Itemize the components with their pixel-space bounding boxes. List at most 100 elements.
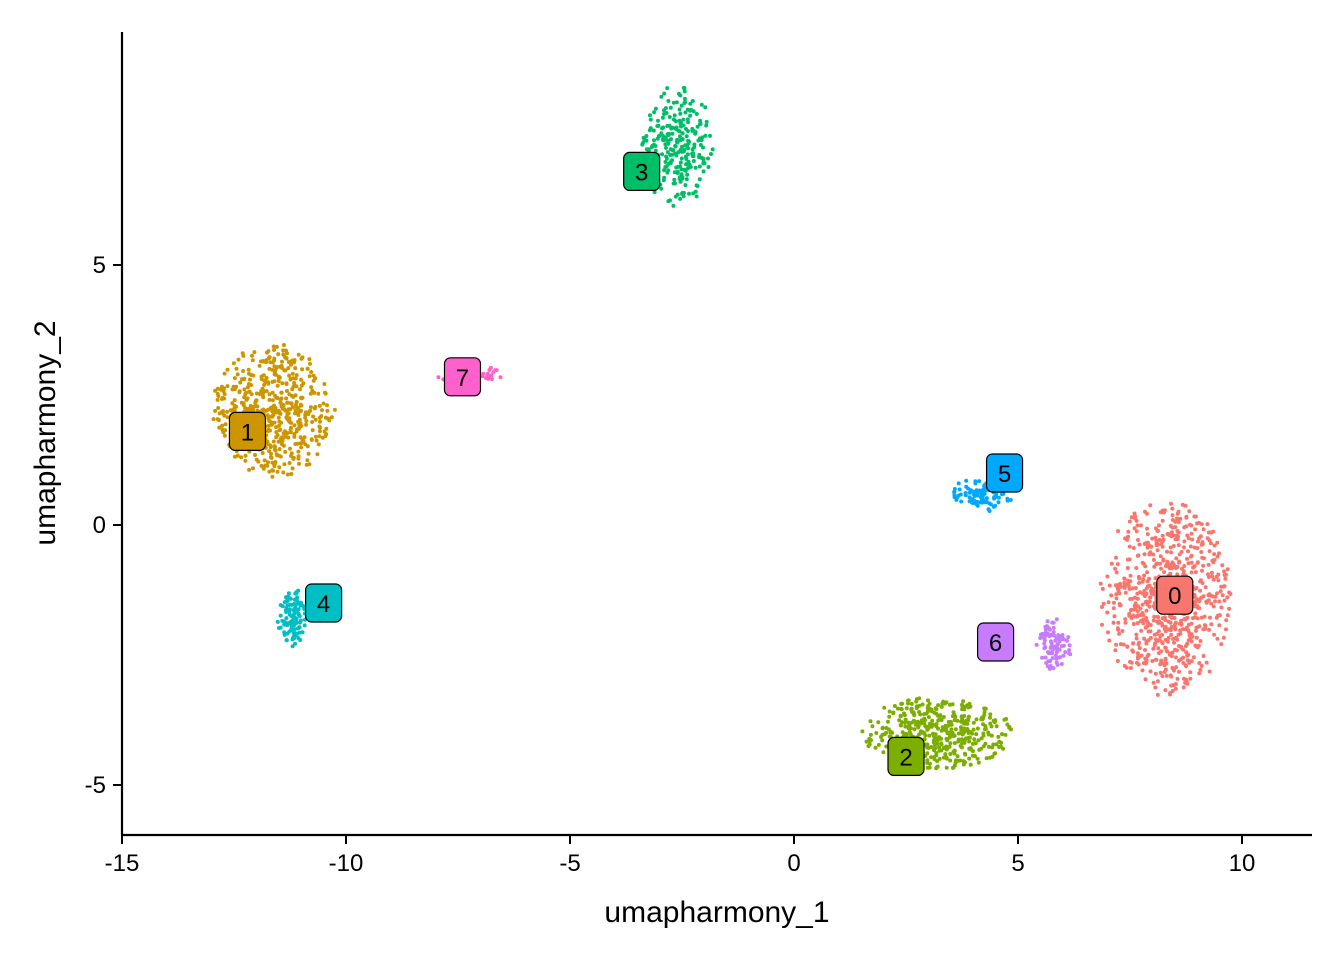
data-point [646, 147, 651, 152]
cluster-label-5: 5 [985, 453, 1024, 493]
data-point [952, 741, 957, 746]
data-point [685, 107, 690, 112]
data-point [299, 600, 303, 605]
data-point [1151, 646, 1156, 651]
data-point [939, 741, 944, 746]
data-point [670, 131, 675, 136]
data-point [279, 390, 284, 395]
data-point [989, 733, 994, 738]
data-point [937, 745, 941, 750]
y-tick-label: 0 [93, 512, 106, 539]
data-point [1043, 627, 1048, 632]
data-point [675, 140, 680, 145]
data-point [1066, 635, 1071, 640]
data-point [1141, 561, 1146, 566]
data-point [290, 466, 295, 471]
cluster-label-box [228, 411, 267, 451]
data-point [267, 397, 272, 402]
data-point [973, 754, 977, 758]
data-point [948, 758, 953, 763]
data-point [703, 105, 708, 110]
data-point [672, 177, 677, 182]
data-point [674, 165, 679, 170]
data-point [318, 419, 322, 424]
data-point [1139, 653, 1144, 658]
data-point [1113, 566, 1118, 571]
data-point [267, 392, 272, 397]
data-point [1138, 606, 1143, 611]
data-point [652, 142, 656, 147]
data-point [983, 724, 988, 729]
data-point [292, 359, 297, 364]
data-point [663, 160, 668, 164]
data-point [687, 191, 691, 196]
data-point [250, 358, 255, 363]
data-point [1198, 588, 1203, 593]
data-point [951, 710, 956, 715]
data-point [288, 420, 293, 425]
data-point [1192, 601, 1197, 606]
data-point [900, 730, 905, 735]
data-point [1150, 591, 1155, 595]
data-point [884, 726, 889, 730]
data-point [489, 373, 494, 378]
data-point [1206, 530, 1211, 535]
data-point [669, 126, 674, 131]
data-point [683, 110, 688, 115]
data-point [1176, 534, 1180, 539]
data-point [1008, 498, 1013, 502]
data-point [263, 463, 268, 468]
data-point [259, 463, 264, 468]
data-point [298, 387, 302, 392]
data-point [911, 711, 916, 716]
data-point [1156, 646, 1161, 651]
data-point [276, 439, 281, 444]
data-point [1222, 569, 1227, 574]
data-point [1173, 625, 1178, 630]
data-point [1166, 635, 1171, 640]
data-point [1124, 665, 1129, 670]
data-point [1125, 644, 1130, 649]
data-point [1176, 509, 1181, 514]
data-point [1186, 561, 1191, 566]
data-point [957, 487, 962, 492]
data-point [1116, 627, 1121, 632]
data-point [276, 415, 281, 420]
data-point [903, 724, 908, 729]
data-point [211, 417, 216, 422]
data-point [248, 377, 252, 382]
data-point [1209, 570, 1214, 575]
data-point [280, 359, 284, 364]
data-point [989, 502, 993, 507]
data-point [1175, 572, 1180, 577]
data-point [1114, 570, 1119, 575]
data-point [265, 350, 269, 355]
data-point [925, 758, 930, 763]
data-point [686, 129, 690, 134]
data-point [992, 751, 997, 756]
data-point [690, 99, 695, 103]
data-point [962, 721, 967, 726]
data-point [974, 717, 979, 722]
data-point [678, 111, 683, 116]
data-point [1194, 635, 1199, 640]
data-point [313, 434, 318, 439]
data-point [1186, 622, 1191, 627]
data-point [274, 366, 279, 371]
data-point [1199, 550, 1204, 554]
data-point [1169, 632, 1174, 637]
data-point [283, 449, 288, 454]
data-point [648, 113, 652, 118]
data-point [242, 395, 247, 400]
data-point [1140, 602, 1145, 607]
data-point [286, 366, 291, 371]
data-point [1157, 523, 1161, 528]
data-point [952, 751, 957, 756]
data-point [967, 735, 972, 740]
cluster-label-box [985, 453, 1024, 493]
data-point [264, 408, 269, 413]
data-point [880, 738, 885, 743]
data-point [1043, 645, 1048, 650]
data-point [1156, 528, 1160, 533]
data-point [997, 739, 1002, 744]
